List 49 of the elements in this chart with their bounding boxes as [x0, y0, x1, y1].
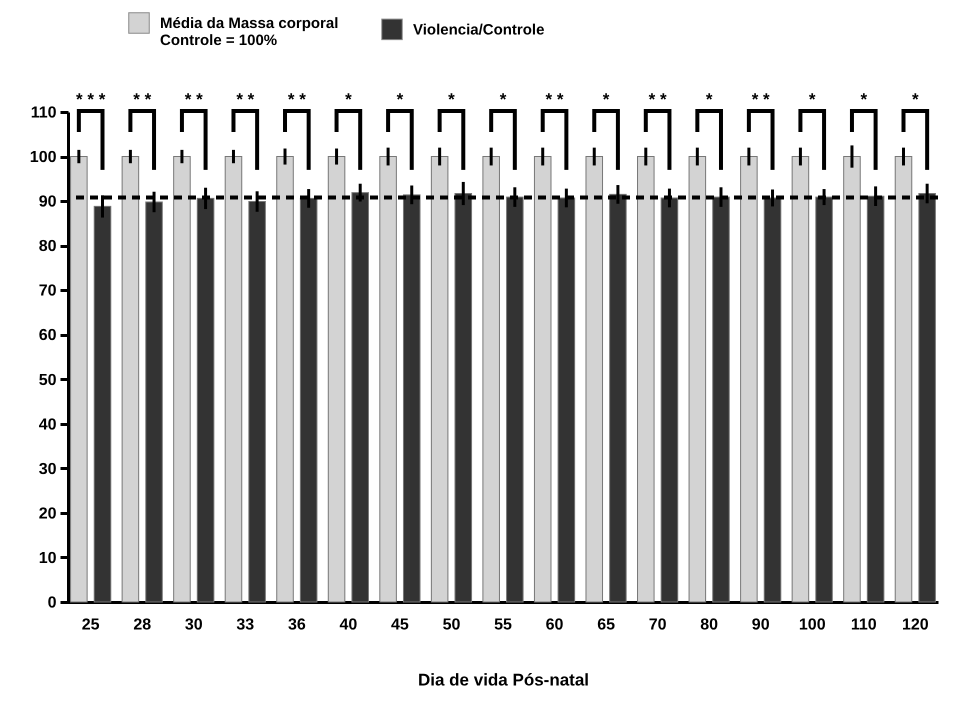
y-tick-label: 110: [30, 104, 57, 122]
x-tick-label: 60: [546, 616, 564, 634]
y-tick-label: 10: [38, 550, 57, 567]
y-tick-label: 90: [38, 194, 57, 211]
y-tick-label: 30: [38, 460, 57, 478]
text: *: [860, 90, 868, 109]
text: *: [448, 90, 456, 109]
x-tick-label: 30: [184, 616, 203, 634]
legend-label: Violencia/Controle: [413, 21, 544, 38]
text: * *: [236, 90, 255, 109]
x-tick-label: 33: [236, 616, 254, 634]
text: * *: [288, 90, 306, 109]
text: * *: [184, 90, 204, 109]
x-tick-label: 25: [82, 616, 100, 634]
y-tick-label: 20: [38, 505, 57, 522]
text: *: [345, 90, 352, 109]
x-tick-label: 80: [700, 616, 718, 634]
text: * *: [546, 90, 564, 109]
x-tick-label: 120: [902, 616, 929, 634]
x-tick-label: 36: [288, 616, 306, 634]
y-tick-label: 100: [30, 149, 57, 166]
y-tick-label: 60: [38, 327, 57, 344]
x-tick-label: 100: [798, 616, 826, 634]
text: *: [808, 90, 816, 109]
text: *: [912, 90, 920, 109]
x-tick-label: 65: [597, 616, 616, 634]
text: *: [706, 90, 713, 109]
text: * *: [752, 90, 770, 109]
x-tick-label: 40: [339, 616, 358, 634]
x-tick-label: 45: [391, 616, 409, 634]
legend-label: Média da Massa corporal Controle = 100%: [160, 15, 338, 49]
y-tick-label: 70: [38, 282, 57, 300]
x-axis-title: Dia de vida Pós-natal: [418, 670, 589, 690]
x-tick-label: 28: [133, 616, 152, 634]
x-tick-label: 55: [494, 616, 512, 634]
text: *: [602, 90, 610, 109]
text: * * *: [76, 90, 106, 109]
text: *: [500, 90, 507, 109]
text: * *: [648, 90, 667, 109]
y-tick-label: 80: [38, 238, 57, 256]
y-tick-label: 50: [38, 372, 57, 389]
x-tick-label: 70: [648, 616, 667, 634]
x-tick-label: 90: [752, 616, 770, 634]
x-tick-label: 50: [442, 616, 460, 634]
y-tick-label: 0: [48, 594, 57, 612]
y-tick-label: 40: [38, 416, 57, 434]
text: *: [396, 90, 404, 109]
x-tick-label: 110: [850, 616, 877, 634]
text: * *: [133, 90, 152, 109]
